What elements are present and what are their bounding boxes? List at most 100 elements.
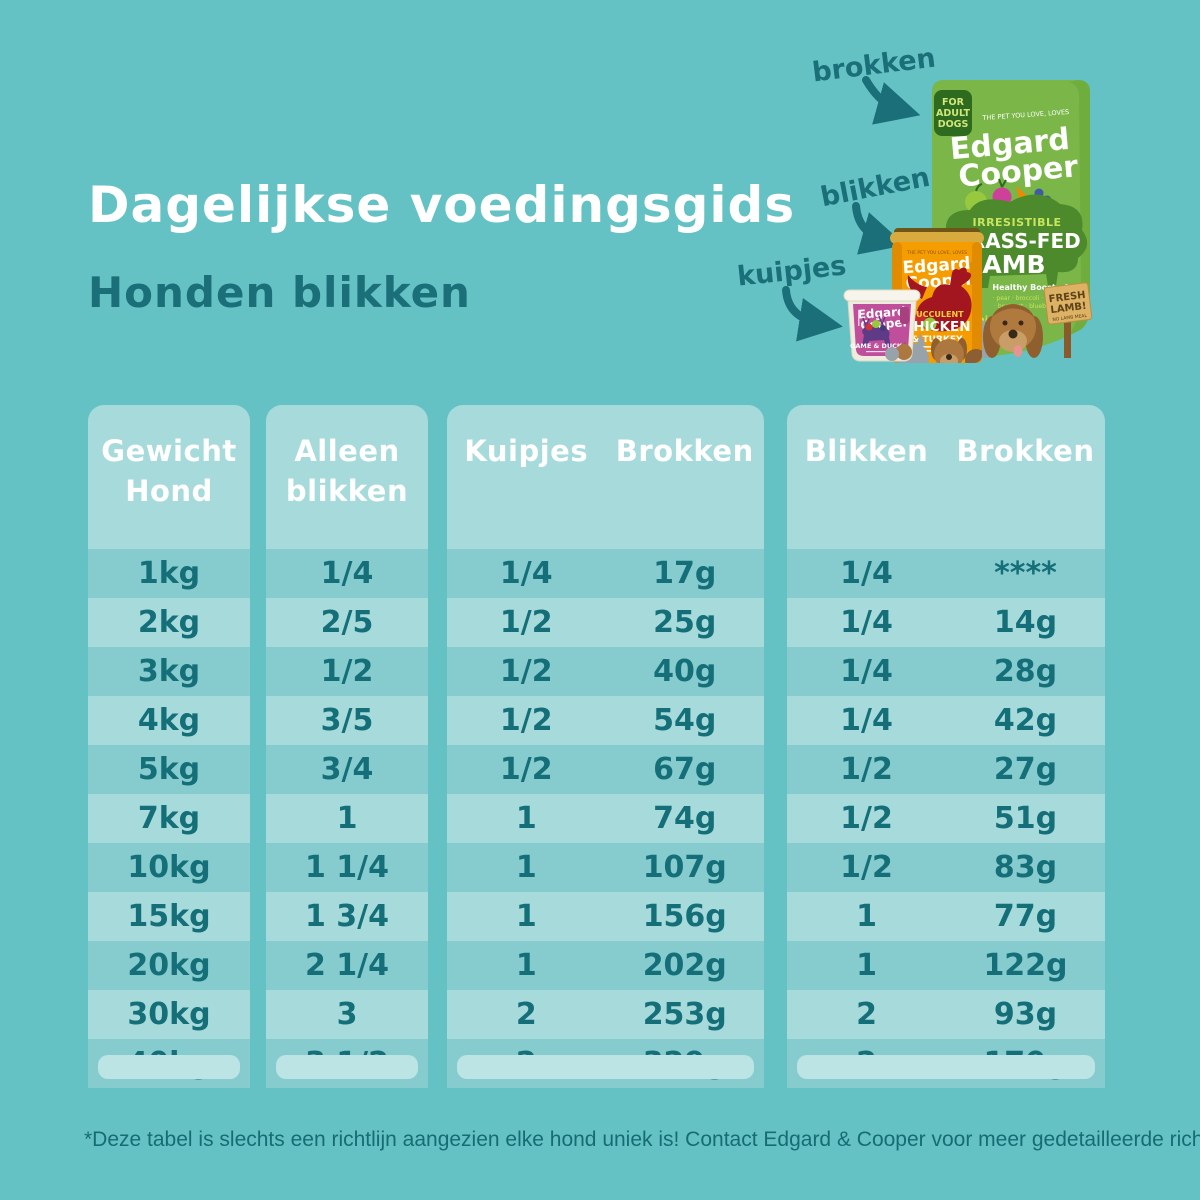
table-row: 2 93g	[787, 990, 1105, 1039]
label-blikken: blikken	[818, 161, 933, 214]
table-row: 1/4 42g	[787, 696, 1105, 745]
cans-only-header: Alleen blikken	[266, 405, 428, 549]
header-brokken: Brokken	[615, 434, 754, 468]
cell: 67g	[653, 752, 717, 787]
cell: 83g	[993, 850, 1058, 885]
page-subtitle: Honden blikken	[88, 268, 471, 317]
berry-icon	[865, 323, 873, 331]
cell: 1/4	[840, 605, 893, 640]
cell: 1/2	[499, 752, 553, 787]
header-brokken: Brokken	[956, 434, 1095, 468]
cell: 93g	[993, 997, 1058, 1032]
cell: 1/4	[840, 556, 893, 591]
cell: 27g	[993, 752, 1058, 787]
table-row: 5kg	[88, 745, 250, 794]
blikken-arrow-icon	[852, 202, 906, 255]
tub-brand-line1: Edgard	[857, 304, 906, 321]
can-side-badge	[970, 261, 981, 285]
kibble-bag-image: FOR ADULT DOGS THE PET YOU LOVE, LOVES E…	[932, 80, 1093, 358]
weight-column-header: Gewicht Hond	[88, 405, 250, 549]
table-row: 1/4 14g	[787, 598, 1105, 647]
cell: 1	[515, 899, 537, 934]
table-row: 4kg	[137, 703, 201, 738]
apple-icon-small	[872, 320, 880, 328]
table-row: 2 1/4	[266, 941, 428, 990]
can-tagline: THE PET YOU LOVE, LOVES	[906, 250, 967, 256]
fresh-lamb-sign: FRESH LAMB! NO LAMB MEAL	[1043, 282, 1093, 325]
kuipjes-arrow-icon	[782, 286, 843, 342]
table-row: 1/4 17g	[447, 549, 764, 598]
cell: 14g	[993, 605, 1058, 640]
table-row: 1/2 54g	[447, 696, 764, 745]
header-kuipjes: Kuipjes	[464, 434, 589, 468]
table-row: 10kg	[88, 843, 250, 892]
table-row: 3/4	[266, 745, 428, 794]
table-row: 1 202g	[447, 941, 764, 990]
bag-badge-line1: FOR	[942, 97, 965, 108]
cranberry-icon	[914, 313, 926, 325]
cell: 1/4	[840, 703, 893, 738]
tub-name: GAME & DUCK	[850, 342, 903, 350]
cell: 1/4	[499, 556, 553, 591]
apple-icon	[923, 317, 937, 331]
table-row: 7kg	[137, 801, 201, 836]
cell: 77g	[993, 899, 1058, 934]
table-row: 30kg	[127, 997, 211, 1032]
sign-line1: FRESH	[1048, 290, 1086, 305]
table-row: 1/2 40g	[447, 647, 764, 696]
bag-boost: Healthy Boost of	[992, 283, 1068, 292]
table-row: 15kg	[127, 899, 211, 934]
cell: 2	[856, 997, 877, 1032]
header-line: Hond	[125, 474, 213, 508]
cell: 1/2	[499, 605, 553, 640]
table-row: 1 77g	[787, 892, 1105, 941]
label-kuipjes: kuipjes	[735, 250, 848, 293]
page-title: Dagelijkse voedingsgids	[88, 176, 796, 234]
table-row: 1/2 67g	[447, 745, 764, 794]
table-row: 1/4 28g	[787, 647, 1105, 696]
cell: 51g	[993, 801, 1058, 836]
cell: 1	[515, 948, 537, 983]
cell: 1/4	[840, 654, 893, 689]
cell: 202g	[642, 948, 727, 983]
table-row: 3	[336, 997, 358, 1032]
cans-only-panel: Alleen blikken 1/4 2/5 1/2 3/5 3/4 1 1 1…	[266, 405, 428, 1088]
bag-badge-line2: ADULT	[936, 108, 970, 119]
table-row: 1 1/4	[266, 843, 428, 892]
cell: ****	[994, 556, 1057, 591]
table-row: 1 3/4	[304, 899, 390, 934]
table-row: 20kg	[88, 941, 250, 990]
bag-highlight: IRRESISTIBLE	[973, 216, 1062, 229]
panel-footer-strip	[276, 1055, 418, 1079]
cans-kibble-panel: Blikken Brokken 1/4 **** 1/4 14g 1/4 28g 1/…	[787, 405, 1105, 1088]
cell: 42g	[993, 703, 1058, 738]
bag-dog-illustration	[983, 304, 1043, 358]
header-line: Gewicht	[101, 434, 237, 468]
table-row: 2/5	[320, 605, 374, 640]
cell: 1/2	[499, 654, 553, 689]
brokken-arrow-icon	[862, 76, 921, 125]
table-row: 1/2	[266, 647, 428, 696]
table-row: 1kg	[88, 549, 250, 598]
cell: 1	[856, 948, 877, 983]
cell: 1	[856, 899, 877, 934]
table-row: 1/2 27g	[787, 745, 1105, 794]
table-row: 3/5	[320, 703, 374, 738]
tub-pets-illustration	[885, 342, 912, 361]
footnote: *Deze tabel is slechts een richtlijn aan…	[84, 1128, 1200, 1151]
chicken-silhouette	[907, 267, 972, 332]
panel-footer-strip	[98, 1055, 240, 1079]
table-row: 1/2 83g	[787, 843, 1105, 892]
cell: 107g	[642, 850, 727, 885]
panel-footer-strip	[797, 1055, 1095, 1079]
table-row: 1/2 51g	[787, 794, 1105, 843]
cell: 1	[515, 850, 537, 885]
table-row: 2kg	[137, 605, 201, 640]
can-name-line1: CHICKEN	[903, 319, 970, 335]
bag-ingredients-line1: · pear · broccoli · banana	[993, 295, 1068, 302]
cell: 156g	[642, 899, 727, 934]
tub-image: Edgard Cooper GAME & DUCK	[843, 289, 921, 362]
table-row: 1 156g	[447, 892, 764, 941]
cell: 2	[515, 997, 537, 1032]
cell: 1/2	[840, 801, 893, 836]
